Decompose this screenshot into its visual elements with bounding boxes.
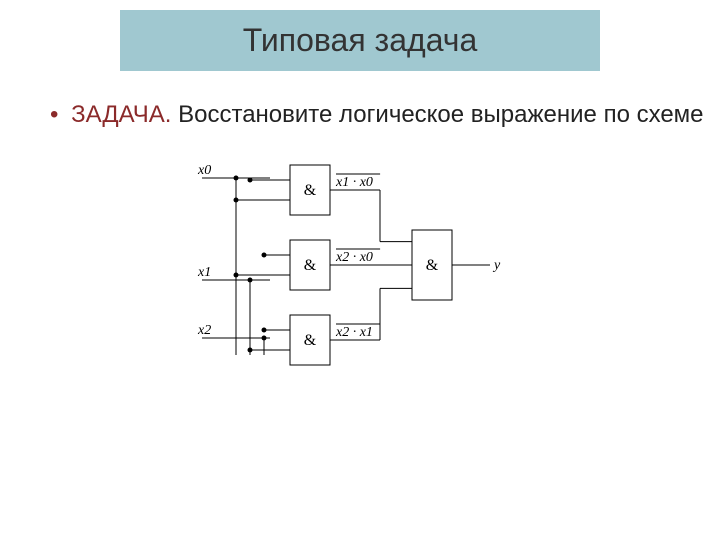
svg-text:x1: x1 [197,265,211,280]
svg-text:&: & [304,182,317,199]
svg-text:x0: x0 [197,163,211,178]
title-bar: Типовая задача [120,10,600,71]
svg-text:y: y [492,258,501,273]
task-text: Восстановите логическое выражение по схе… [178,101,703,128]
svg-text:&: & [426,257,439,274]
page-title: Типовая задача [120,22,600,59]
svg-text:x2: x2 [197,323,211,338]
logic-diagram: x0 x1 x2 & x1 · x0 & x2 · x0 & x2 · x1 & y [190,150,530,390]
bullet-icon: • [50,101,58,128]
svg-text:x2 · x0: x2 · x0 [335,250,373,265]
svg-text:&: & [304,257,317,274]
task-highlight: ЗАДАЧА. [71,101,171,128]
circuit-svg: x0 x1 x2 & x1 · x0 & x2 · x0 & x2 · x1 & y [190,150,530,390]
svg-text:x1 · x0: x1 · x0 [335,175,373,190]
svg-text:x2 · x1: x2 · x1 [335,325,373,340]
svg-text:&: & [304,332,317,349]
task-line: • ЗАДАЧА. Восстановите логическое выраже… [50,99,720,130]
